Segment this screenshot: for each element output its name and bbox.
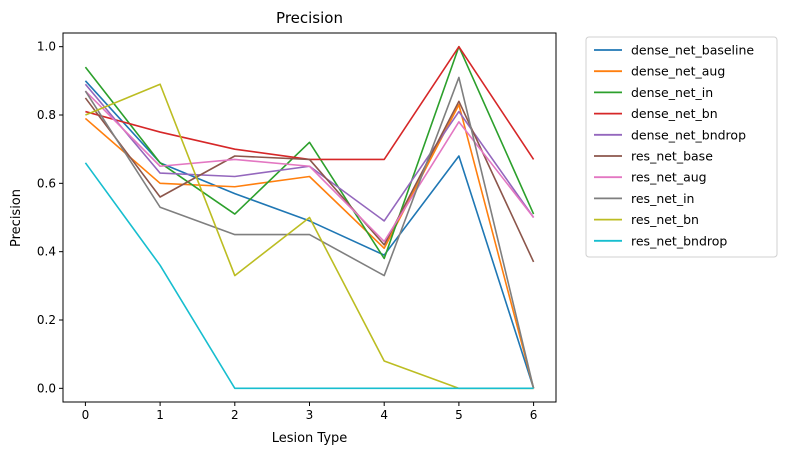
legend-label: res_net_aug [631, 170, 707, 185]
x-axis-label: Lesion Type [272, 431, 348, 446]
x-tick-label: 6 [530, 408, 538, 422]
x-tick-label: 2 [231, 408, 239, 422]
series-line-dense_net_aug [84, 103, 535, 389]
x-tick-label: 3 [306, 408, 314, 422]
y-tick-label: 0.2 [37, 313, 56, 327]
legend-label: dense_net_bndrop [631, 127, 746, 142]
legend: dense_net_baseline dense_net_aug dense_net… [585, 36, 778, 258]
legend-label: res_net_bn [631, 212, 699, 227]
legend-box [585, 36, 778, 258]
y-tick-label: 0.8 [37, 108, 56, 122]
series-line-res_net_in [84, 76, 535, 389]
legend-label: dense_net_in [631, 85, 713, 100]
legend-label: res_net_bndrop [631, 233, 727, 248]
y-tick-label: 0.0 [37, 381, 56, 395]
x-tick-label: 5 [455, 408, 463, 422]
legend-label: dense_net_bn [631, 106, 718, 121]
plot-area: 0 1 2 3 4 5 6 0.0 0.2 0.4 0.6 0.8 1.0 [37, 32, 557, 422]
legend-label: dense_net_baseline [631, 43, 754, 58]
legend-label: dense_net_aug [631, 64, 725, 79]
y-tick-label: 0.4 [37, 245, 56, 259]
series-line-res_net_base [84, 97, 535, 263]
y-tick-label: 1.0 [37, 40, 56, 54]
x-tick-label: 0 [82, 408, 90, 422]
x-tick-label: 1 [156, 408, 164, 422]
series-line-res_net_bndrop [84, 162, 534, 390]
y-tick-label: 0.6 [37, 176, 56, 190]
series-line-res_net_aug [84, 90, 535, 243]
legend-label: res_net_base [631, 149, 713, 164]
series-line-dense_net_in [84, 45, 535, 260]
chart-title: Precision [276, 9, 343, 27]
x-tick-label: 4 [380, 408, 388, 422]
y-axis-label: Precision [9, 189, 24, 247]
legend-label: res_net_in [631, 191, 694, 206]
